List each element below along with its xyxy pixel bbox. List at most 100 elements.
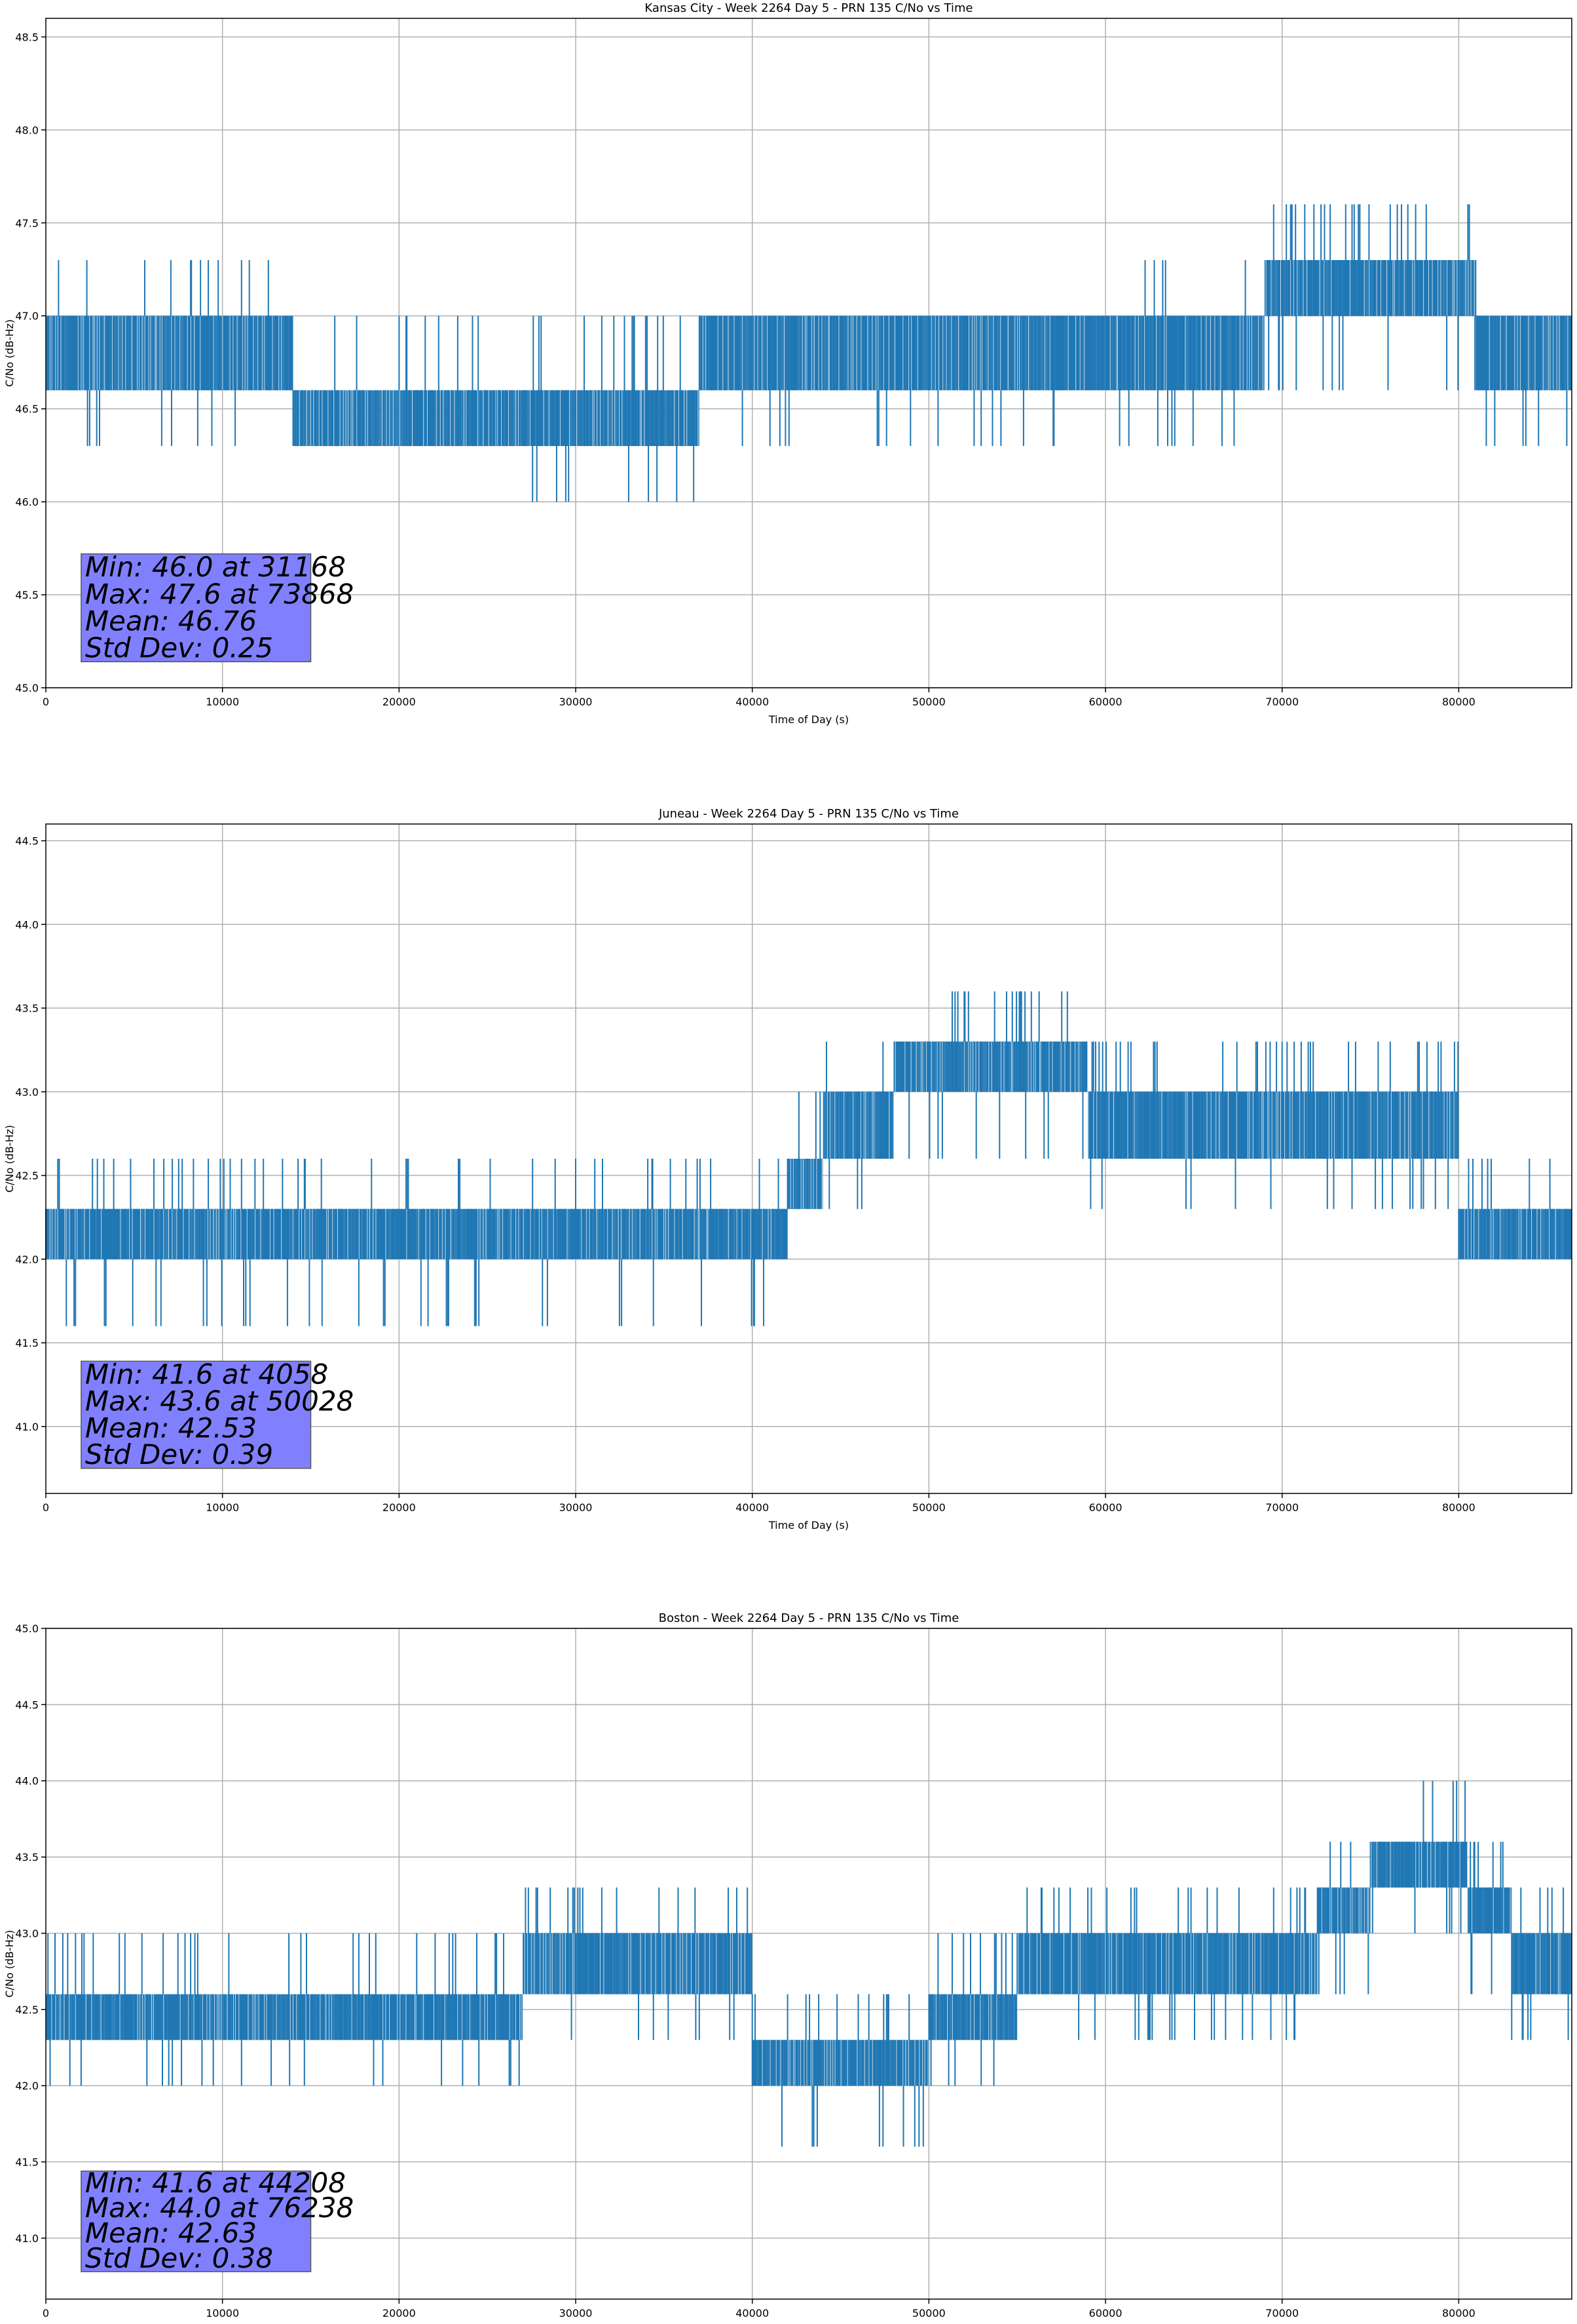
x-tick-label: 10000 — [206, 2307, 239, 2319]
series-texture — [1321, 1887, 1369, 1934]
x-axis-label: Time of Day (s) — [768, 713, 849, 726]
x-tick-label: 30000 — [559, 2307, 593, 2319]
series-line — [1265, 204, 1476, 390]
stats-min-text: Min: 41.6 at 4058 — [85, 1358, 328, 1390]
x-tick-label: 40000 — [735, 1501, 769, 1514]
chart-title: Kansas City - Week 2264 Day 5 - PRN 135 … — [644, 1, 973, 15]
x-tick-label: 40000 — [735, 696, 769, 708]
series-texture — [347, 1209, 771, 1260]
y-tick-label: 41.5 — [15, 2156, 39, 2169]
x-tick-label: 80000 — [1442, 696, 1475, 708]
series-cno — [46, 204, 1572, 502]
chart-panel-2: 0 10000 20000 30000 40000 50000 60000 70000 8000… — [3, 807, 1572, 1531]
chart-title: Boston - Week 2264 Day 5 - PRN 135 C/No … — [659, 1611, 959, 1625]
x-tick-label: 70000 — [1265, 1501, 1299, 1514]
y-tick-label: 48.5 — [15, 31, 39, 43]
x-tick-label: 50000 — [912, 1501, 946, 1514]
stats-min-text: Min: 41.6 at 44208 — [85, 2167, 346, 2199]
y-tick-label: 43.5 — [15, 1851, 39, 1864]
series-texture — [1371, 1841, 1468, 1888]
x-tick-label: 60000 — [1089, 696, 1122, 708]
axes-frame — [45, 1628, 1572, 2300]
series-texture — [826, 1091, 890, 1159]
stats-max-text: Max: 47.6 at 73868 — [85, 578, 354, 610]
y-tick-label: 43.5 — [15, 1002, 39, 1015]
y-tick-label: 41.0 — [15, 1421, 39, 1433]
y-tick-label: 41.0 — [15, 2232, 39, 2245]
stats-box-background — [81, 1360, 312, 1469]
x-tick-label: 40000 — [735, 2307, 769, 2319]
y-axis-label: C/No (dB-Hz) — [3, 319, 16, 386]
axes-frame — [45, 823, 1572, 1494]
y-tick-label: 43.0 — [15, 1927, 39, 1940]
series-texture — [1144, 316, 1263, 390]
y-tick-label: 44.5 — [15, 1698, 39, 1711]
x-tick-label: 50000 — [912, 2307, 946, 2319]
y-tick-label: 42.0 — [15, 1253, 39, 1265]
y-tick-label: 42.0 — [15, 2080, 39, 2092]
series-line — [1475, 316, 1572, 446]
stats-mean-text: Mean: 42.63 — [85, 2217, 257, 2249]
x-tick-label: 0 — [43, 696, 49, 708]
series-texture — [1017, 1933, 1316, 1995]
y-tick-label: 46.0 — [15, 496, 39, 508]
y-tick-label: 48.0 — [15, 124, 39, 136]
stats-std-text: Std Dev: 0.39 — [85, 1438, 273, 1471]
series-texture — [524, 1933, 745, 1995]
x-tick-label: 50000 — [912, 696, 946, 708]
series-texture — [1472, 1887, 1511, 1934]
stats-box-background — [81, 2170, 312, 2272]
y-tick-label: 47.0 — [15, 310, 39, 322]
axes-frame — [45, 18, 1572, 688]
stats-box-background — [81, 553, 312, 663]
series-texture — [762, 2040, 929, 2086]
x-tick-label: 70000 — [1265, 696, 1299, 708]
chart-panel-3: 0 10000 20000 30000 40000 50000 60000 70000 8000… — [3, 1611, 1572, 2319]
y-tick-label: 47.5 — [15, 217, 39, 229]
x-tick-label: 30000 — [559, 696, 593, 708]
x-tick-label: 20000 — [382, 1501, 416, 1514]
y-tick-label: 43.0 — [15, 1086, 39, 1098]
stats-min-text: Min: 46.0 at 31168 — [85, 551, 346, 583]
stats-mean-text: Mean: 46.76 — [85, 605, 257, 637]
series-cno — [45, 991, 1572, 1326]
x-tick-label: 10000 — [206, 1501, 239, 1514]
chart-panel-1: 0 10000 20000 30000 40000 50000 60000 70000 8000… — [3, 1, 1572, 726]
series-texture — [49, 316, 282, 390]
stats-std-text: Std Dev: 0.25 — [85, 632, 273, 664]
series-texture — [299, 390, 525, 446]
series-texture — [1088, 1091, 1455, 1159]
stats-mean-text: Mean: 42.53 — [85, 1412, 257, 1444]
x-tick-label: 20000 — [382, 696, 416, 708]
series-texture — [790, 1159, 823, 1209]
stats-max-text: Max: 43.6 at 50028 — [85, 1385, 354, 1417]
series-line — [1458, 1159, 1572, 1260]
y-tick-label: 44.5 — [15, 835, 39, 848]
y-tick-label: 42.5 — [15, 2004, 39, 2016]
stats-max-text: Max: 44.0 at 76238 — [85, 2192, 354, 2224]
y-tick-label: 46.5 — [15, 403, 39, 415]
series-texture — [529, 390, 699, 446]
y-tick-label: 44.0 — [15, 1775, 39, 1788]
x-tick-label: 30000 — [559, 1501, 593, 1514]
x-tick-label: 10000 — [206, 696, 239, 708]
x-tick-label: 0 — [43, 2307, 49, 2319]
y-axis-label: C/No (dB-Hz) — [3, 1125, 16, 1192]
y-tick-label: 45.0 — [15, 1622, 39, 1635]
x-tick-label: 70000 — [1265, 2307, 1299, 2319]
y-tick-label: 45.0 — [15, 682, 39, 694]
x-tick-label: 80000 — [1442, 2307, 1475, 2319]
stats-std-text: Std Dev: 0.38 — [85, 2242, 273, 2274]
y-tick-label: 44.0 — [15, 918, 39, 931]
x-tick-label: 20000 — [382, 2307, 416, 2319]
x-tick-label: 60000 — [1089, 1501, 1122, 1514]
series-texture — [895, 1041, 1088, 1092]
y-tick-label: 45.5 — [15, 589, 39, 601]
series-texture — [935, 1994, 1019, 2040]
x-axis-label: Time of Day (s) — [768, 1519, 849, 1531]
y-tick-label: 42.5 — [15, 1170, 39, 1182]
